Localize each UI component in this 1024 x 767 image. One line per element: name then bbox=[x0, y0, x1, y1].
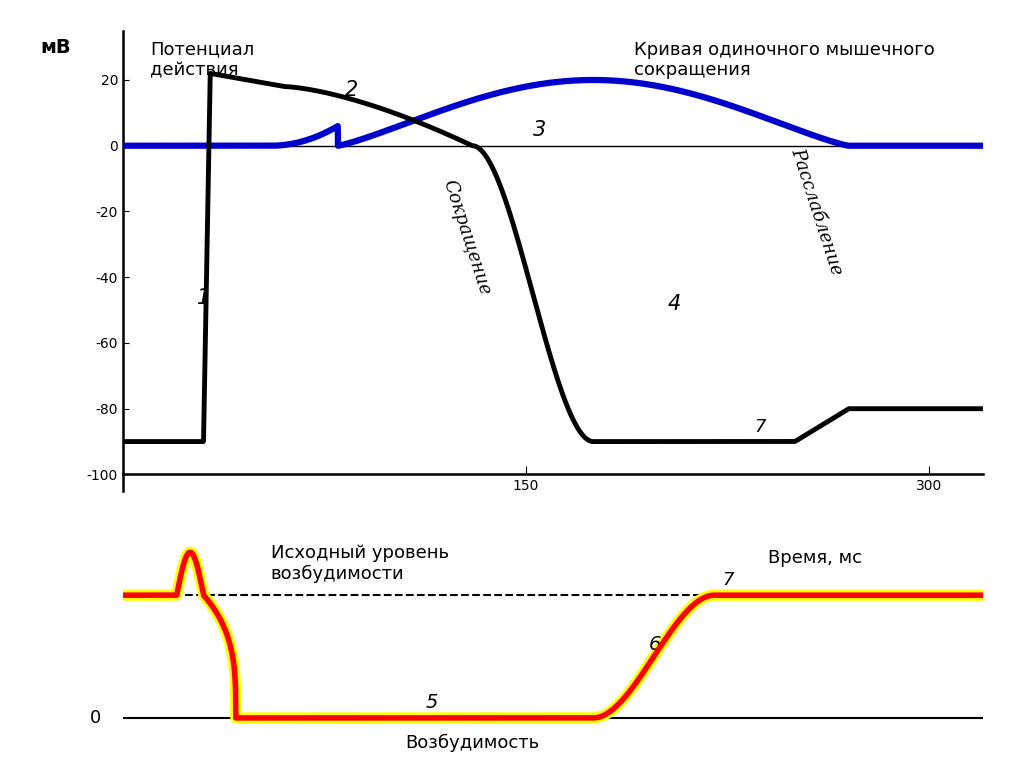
Text: 7: 7 bbox=[755, 418, 766, 436]
Text: мВ: мВ bbox=[40, 38, 71, 57]
Text: 3: 3 bbox=[532, 120, 546, 140]
Text: 6: 6 bbox=[649, 635, 662, 654]
Text: Потенциал
действия: Потенциал действия bbox=[150, 41, 254, 79]
Text: 1: 1 bbox=[197, 288, 210, 308]
Text: 2: 2 bbox=[345, 81, 358, 100]
Text: Возбудимость: Возбудимость bbox=[406, 734, 540, 752]
Text: Время, мс: Время, мс bbox=[768, 548, 862, 567]
Text: Сокращение: Сокращение bbox=[439, 178, 495, 298]
Text: 4: 4 bbox=[668, 294, 681, 314]
Text: Расслабление: Расслабление bbox=[787, 146, 846, 278]
Text: Кривая одиночного мышечного
сокращения: Кривая одиночного мышечного сокращения bbox=[634, 41, 934, 79]
Text: Исходный уровень
возбудимости: Исходный уровень возбудимости bbox=[270, 544, 449, 583]
Text: 0: 0 bbox=[90, 709, 101, 727]
Text: 5: 5 bbox=[426, 693, 438, 712]
Text: 7: 7 bbox=[722, 571, 733, 589]
